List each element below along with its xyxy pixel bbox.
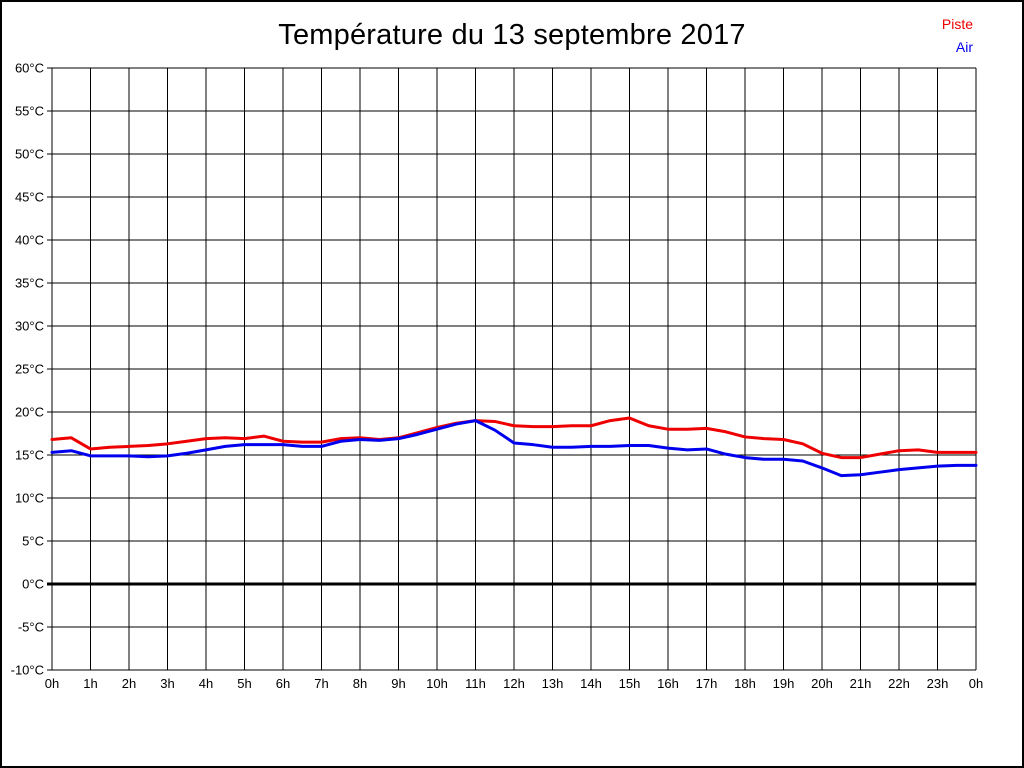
x-tick-label: 6h <box>276 676 290 691</box>
y-tick-label: 5°C <box>22 534 44 549</box>
y-tick-label: -10°C <box>11 663 44 678</box>
y-tick-label: 20°C <box>15 405 44 420</box>
legend: Piste Air <box>942 13 973 59</box>
series-piste-line <box>50 416 978 460</box>
x-tick-label: 4h <box>199 676 213 691</box>
y-tick-label: 55°C <box>15 104 44 119</box>
legend-item-piste: Piste <box>941 16 973 32</box>
x-tick-label: 2h <box>122 676 136 691</box>
x-tick-label: 15h <box>619 676 641 691</box>
x-tick-label: 11h <box>465 676 486 691</box>
y-tick-label: 45°C <box>15 190 44 205</box>
legend-item-air: Air <box>955 39 973 55</box>
y-tick-label: 30°C <box>15 319 44 334</box>
x-tick-label: 9h <box>391 676 405 691</box>
x-tick-label: 8h <box>353 676 367 691</box>
x-tick-label: 14h <box>580 676 602 691</box>
x-tick-label: 16h <box>657 676 679 691</box>
x-tick-label: 20h <box>811 676 833 691</box>
y-tick-label: -5°C <box>18 620 44 635</box>
chart-title: Température du 13 septembre 2017 <box>278 19 746 51</box>
x-tick-label: 7h <box>314 676 328 691</box>
y-tick-label: 25°C <box>15 362 44 377</box>
x-tick-label: 23h <box>927 676 949 691</box>
y-tick-label: 0°C <box>22 577 44 592</box>
x-tick-label: 21h <box>850 676 872 691</box>
x-tick-label: 5h <box>237 676 251 691</box>
x-tick-label: 12h <box>503 676 525 691</box>
y-tick-label: 10°C <box>15 491 44 506</box>
x-tick-label: 17h <box>696 676 718 691</box>
x-tick-label: 0h <box>45 676 59 691</box>
x-tick-label: 3h <box>160 676 174 691</box>
x-tick-label: 1h <box>83 676 97 691</box>
x-tick-label: 22h <box>888 676 910 691</box>
y-tick-label: 40°C <box>15 233 44 248</box>
x-tick-label: 0h <box>969 676 983 691</box>
series-air-line <box>50 419 978 478</box>
x-tick-label: 18h <box>734 676 756 691</box>
x-tick-label: 19h <box>773 676 795 691</box>
y-tick-label: 60°C <box>15 61 44 76</box>
y-tick-label: 50°C <box>15 147 44 162</box>
y-tick-label: 35°C <box>15 276 44 291</box>
x-tick-label: 10h <box>426 676 448 691</box>
x-tick-label: 13h <box>542 676 564 691</box>
y-tick-label: 15°C <box>15 448 44 463</box>
